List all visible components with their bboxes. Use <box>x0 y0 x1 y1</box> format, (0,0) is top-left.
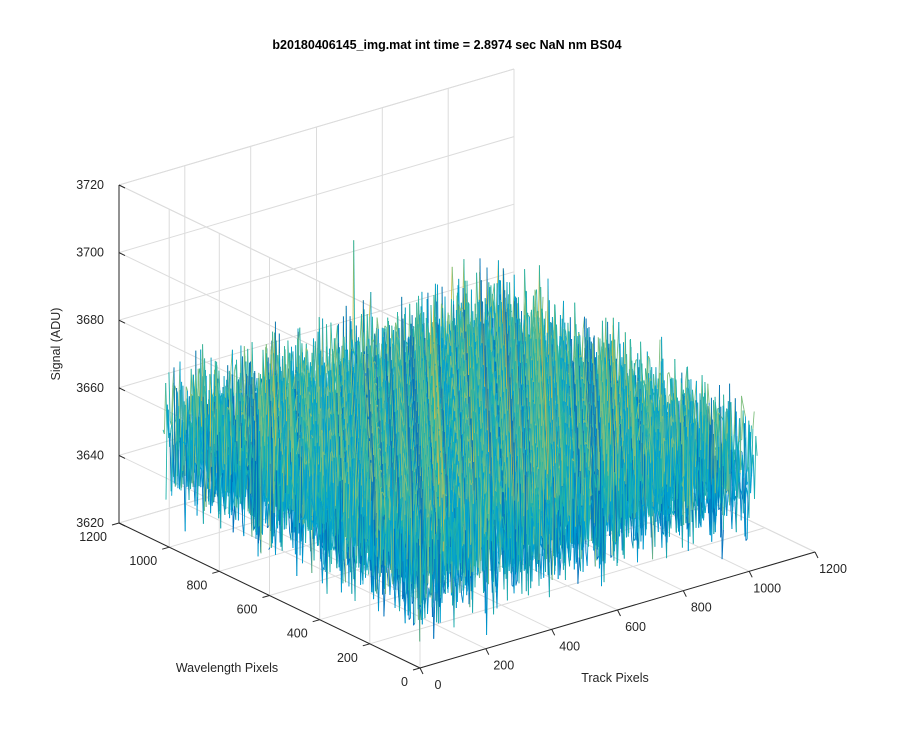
grid-line <box>118 136 515 254</box>
surface-segment <box>181 381 184 471</box>
grid-line <box>118 203 515 321</box>
surface-segment <box>185 434 188 455</box>
surface-segment <box>330 322 333 352</box>
surface-segment <box>167 409 171 447</box>
surface-segment <box>302 360 306 373</box>
surface-segment <box>174 385 177 390</box>
surface-segment <box>384 325 387 328</box>
surface-segment <box>376 317 379 330</box>
surface-segment <box>451 266 454 301</box>
surface-segment <box>442 307 445 345</box>
grid-line <box>118 454 421 601</box>
surface-segment <box>351 339 354 351</box>
surface-segment <box>168 372 171 421</box>
surface-segment <box>232 389 235 396</box>
surface-segment <box>324 346 327 400</box>
surface-segment <box>185 386 188 391</box>
surface-segment <box>487 308 490 317</box>
grid-line <box>369 527 765 645</box>
surface-segment <box>214 369 217 387</box>
surface-segment <box>170 412 173 492</box>
surface-segment <box>190 368 193 417</box>
surface-data <box>162 240 758 642</box>
surface-segment <box>176 405 180 477</box>
box-edge <box>118 68 515 186</box>
surface-segment <box>199 368 202 407</box>
surface-segment <box>182 401 185 471</box>
surface-segment <box>264 344 267 377</box>
surface-segment <box>166 404 170 438</box>
surface-segment <box>492 301 495 312</box>
surface-segment <box>170 387 174 426</box>
surface-segment <box>375 344 378 349</box>
surface-segment <box>175 416 178 486</box>
surface-segment <box>165 404 168 500</box>
grid-line <box>118 271 515 389</box>
surface-segment <box>265 344 269 365</box>
surface-segment <box>171 444 174 496</box>
surface-segment <box>440 303 444 309</box>
surface-segment <box>275 340 278 383</box>
surface-segment <box>353 350 356 357</box>
surface-segment <box>183 401 186 435</box>
